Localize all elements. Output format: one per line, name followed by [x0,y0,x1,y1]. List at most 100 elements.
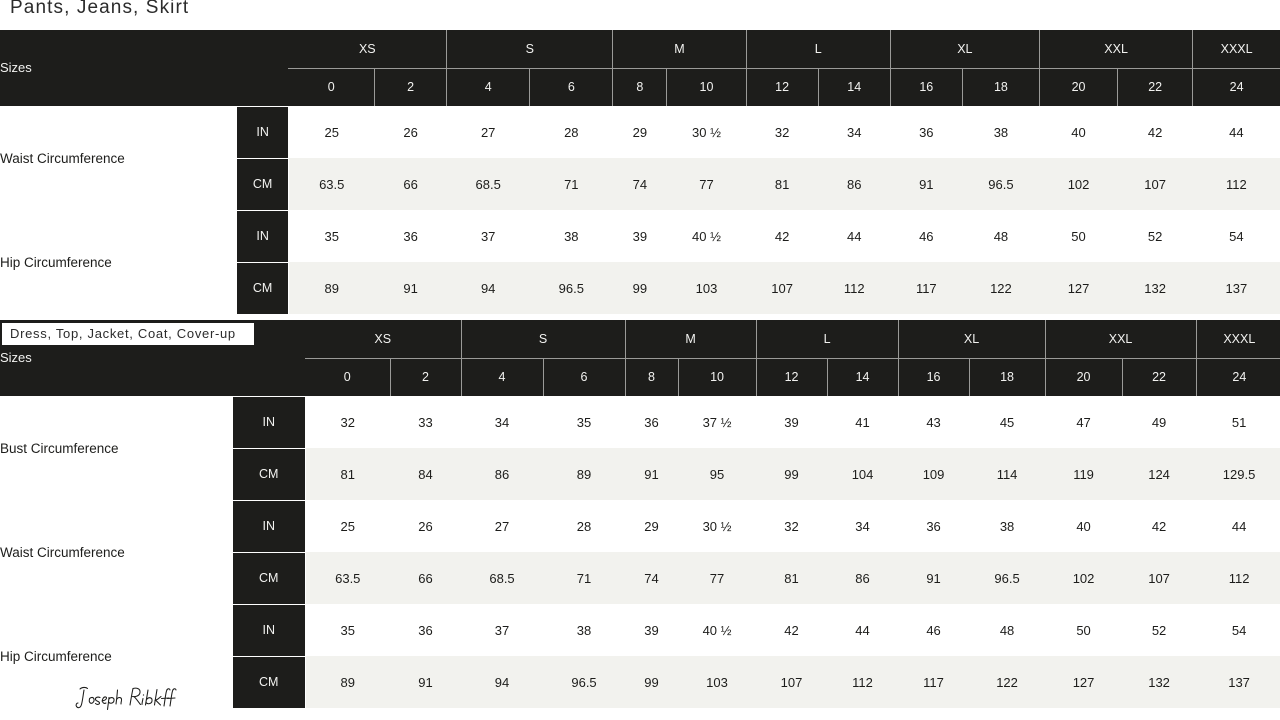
size-column-14: 14 [817,68,891,106]
data-cell: 91 [898,552,970,604]
data-cell: 68.5 [446,158,530,210]
size-column-4: 4 [446,68,530,106]
data-cell: 117 [898,656,970,708]
measurement-row: Bust Circumference IN 32 33 34 35 36 37 ½ 39 41 43… [0,395,1280,500]
data-cell: 50 [1039,210,1118,262]
data-cell: 46 [898,604,970,656]
size-column-18: 18 [961,68,1040,106]
data-cell: 66 [390,552,462,604]
data-cell: 35 [543,396,626,448]
data-cell: 91 [890,158,963,210]
size-group-header-row: Sizes XS S M L XL XXL XXXL [0,30,1280,106]
data-cell: 86 [818,158,891,210]
data-cell: 77 [666,158,747,210]
size-column-22: 22 [1121,358,1197,396]
size-column-12: 12 [755,358,828,396]
unit-cell-in: IN [233,603,306,657]
data-cell: 37 [461,604,544,656]
size-group-xs: XS [288,30,447,69]
size-column-10: 10 [677,358,757,396]
size-group-xxxl: XXXL [1195,320,1280,359]
data-cell: 44 [1192,106,1280,158]
data-cell: 36 [890,106,963,158]
size-table-dress-top-jacket-coat-coverup: Sizes XS S M L XL XXL XXXL 0 2 4 6 8 10 12 14 16 18 20 22 24… [0,320,1280,709]
sizes-label: Sizes [0,30,289,106]
size-column-2: 2 [374,68,447,106]
data-cell: 54 [1196,604,1280,656]
unit-cell-cm: CM [233,447,306,501]
data-cell: 89 [288,262,375,314]
size-column-24: 24 [1192,68,1280,106]
data-cell: 34 [818,106,891,158]
data-cell: 36 [374,210,447,262]
data-cell: 27 [446,106,530,158]
data-cell: 40 [1045,500,1123,552]
data-cell: 38 [543,604,626,656]
data-cell: 91 [625,448,679,500]
data-cell: 26 [390,500,462,552]
data-cell: 71 [543,552,626,604]
measurement-label: Bust Circumference [0,396,233,500]
data-cell: 137 [1192,262,1280,314]
data-cell: 33 [390,396,462,448]
measurement-label: Hip Circumference [0,210,238,314]
size-group-l: L [745,30,891,69]
data-cell: 29 [612,106,667,158]
unit-cell-in: IN [233,395,306,449]
size-column-10: 10 [666,68,747,106]
measurement-row: Waist Circumference IN 25 26 27 28 29 30 ½ 32 34 3… [0,499,1280,604]
data-cell: 49 [1122,396,1197,448]
numeric-size-header-row: 0 2 4 6 8 10 12 14 16 18 20 22 24 [0,358,1280,396]
data-cell: 34 [461,396,544,448]
data-cell: 107 [756,656,828,708]
data-cell: 41 [827,396,899,448]
size-group-m: M [624,320,757,359]
joseph-ribkoff-signature-logo [73,682,177,712]
data-cell: 42 [756,604,828,656]
data-cell: 38 [962,106,1040,158]
data-cell: 40 ½ [678,604,757,656]
data-cell: 28 [529,106,613,158]
data-cell: 94 [461,656,544,708]
data-cell: 43 [898,396,970,448]
size-group-xxl: XXL [1044,320,1197,359]
measurement-row: Hip Circumference IN 35 36 37 38 39 40 ½ 42 44 46 4… [0,603,1280,708]
data-cell: 44 [827,604,899,656]
data-cell: 89 [305,656,391,708]
numeric-size-header-row: 0 2 4 6 8 10 12 14 16 18 20 22 24 [0,68,1280,106]
data-cell: 37 [446,210,530,262]
data-cell: 91 [390,656,462,708]
size-group-m: M [612,30,747,69]
size-group-s: S [446,30,613,69]
data-cell: 29 [625,500,679,552]
data-cell: 95 [678,448,757,500]
data-cell: 36 [625,396,679,448]
data-cell: 42 [1122,500,1197,552]
data-cell: 54 [1192,210,1280,262]
data-cell: 81 [756,552,828,604]
measurement-row: CM 89 91 94 96.5 99 103 107 112 117 122 127 132 137 [0,261,1280,315]
data-cell: 103 [666,262,747,314]
data-cell: 35 [305,604,391,656]
size-group-header-row: Sizes XS S M L XL XXL XXXL [0,320,1280,396]
size-column-8: 8 [624,358,679,396]
data-cell: 96.5 [543,656,626,708]
data-cell: 40 ½ [666,210,747,262]
data-cell: 25 [288,106,375,158]
size-column-2: 2 [389,358,462,396]
data-cell: 37 ½ [678,396,757,448]
data-cell: 107 [1117,158,1193,210]
data-cell: 52 [1122,604,1197,656]
data-cell: 102 [1039,158,1118,210]
measurement-row: CM 89 91 94 96.5 99 103 107 112 117 122 127 132 137 [0,655,1280,709]
measurement-row: CM 81 84 86 89 91 95 99 104 109 114 119 124 129.5 [0,447,1280,501]
data-cell: 89 [543,448,626,500]
measurement-label: Waist Circumference [0,500,233,604]
unit-cell-cm: CM [237,261,289,315]
size-group-s: S [460,320,626,359]
data-cell: 28 [543,500,626,552]
data-cell: 44 [818,210,891,262]
data-cell: 119 [1045,448,1123,500]
data-cell: 30 ½ [666,106,747,158]
data-cell: 114 [969,448,1046,500]
